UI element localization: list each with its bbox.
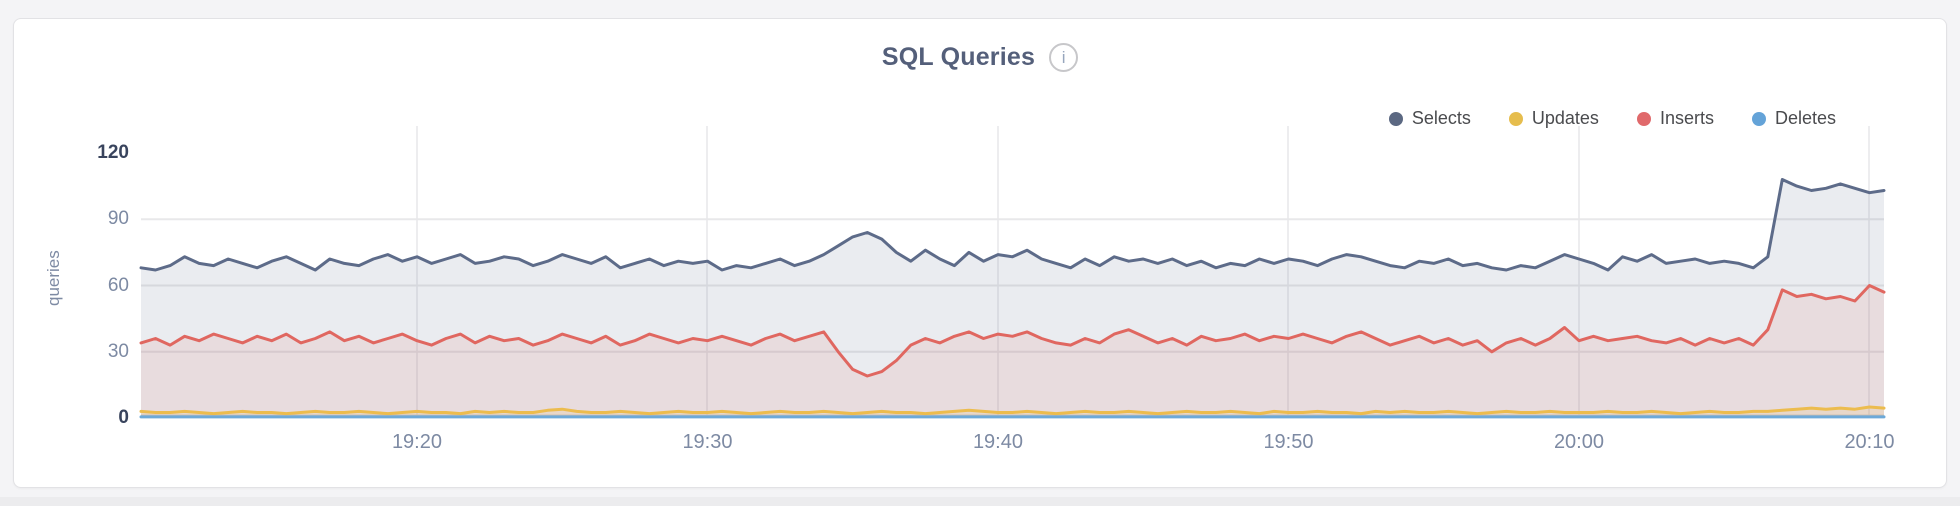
- legend-label-inserts: Inserts: [1659, 108, 1714, 128]
- legend-label-selects: Selects: [1411, 108, 1471, 128]
- legend-dot-updates: [1508, 111, 1523, 126]
- chart-title: SQL Queries: [881, 43, 1036, 71]
- x-tick-1940: 19:40: [972, 431, 1023, 453]
- x-tick-1930: 19:30: [682, 431, 733, 453]
- series-area-selects: [141, 179, 1884, 418]
- legend-item-inserts[interactable]: Inserts: [1636, 108, 1714, 129]
- series-line-inserts: [139, 284, 1886, 378]
- info-icon[interactable]: i: [1049, 43, 1079, 72]
- x-tick-1920: 19:20: [391, 431, 442, 453]
- legend-label-deletes: Deletes: [1774, 108, 1836, 128]
- series-line-updates: [139, 405, 1886, 416]
- legend-dot-inserts: [1636, 111, 1651, 126]
- chart-header: SQL Queries i: [14, 43, 1946, 72]
- legend-dot-deletes: [1751, 111, 1766, 126]
- sql-queries-plot: [139, 178, 1886, 419]
- x-tick-1950: 19:50: [1263, 431, 1314, 453]
- x-tick-2000: 20:00: [1553, 431, 1604, 453]
- legend-item-deletes[interactable]: Deletes: [1751, 108, 1836, 129]
- legend-dot-selects: [1388, 111, 1403, 126]
- legend: Selects Updates Inserts Deletes: [1388, 108, 1836, 129]
- y-tick-30: 30: [107, 340, 129, 362]
- legend-label-updates: Updates: [1531, 108, 1599, 128]
- y-tick-90: 90: [107, 208, 129, 230]
- sql-queries-card: SQL Queries i Selects Updates Inserts Delet…: [13, 18, 1947, 488]
- legend-item-updates[interactable]: Updates: [1508, 108, 1599, 129]
- x-tick-2010: 20:10: [1844, 431, 1895, 453]
- series-area-inserts: [141, 285, 1884, 418]
- y-tick-0: 0: [118, 407, 129, 428]
- y-tick-60: 60: [107, 274, 129, 296]
- legend-item-selects[interactable]: Selects: [1388, 108, 1471, 129]
- y-tick-120: 120: [97, 142, 129, 163]
- series-line-selects: [139, 178, 1886, 272]
- page-bottom-strip: [0, 497, 1960, 506]
